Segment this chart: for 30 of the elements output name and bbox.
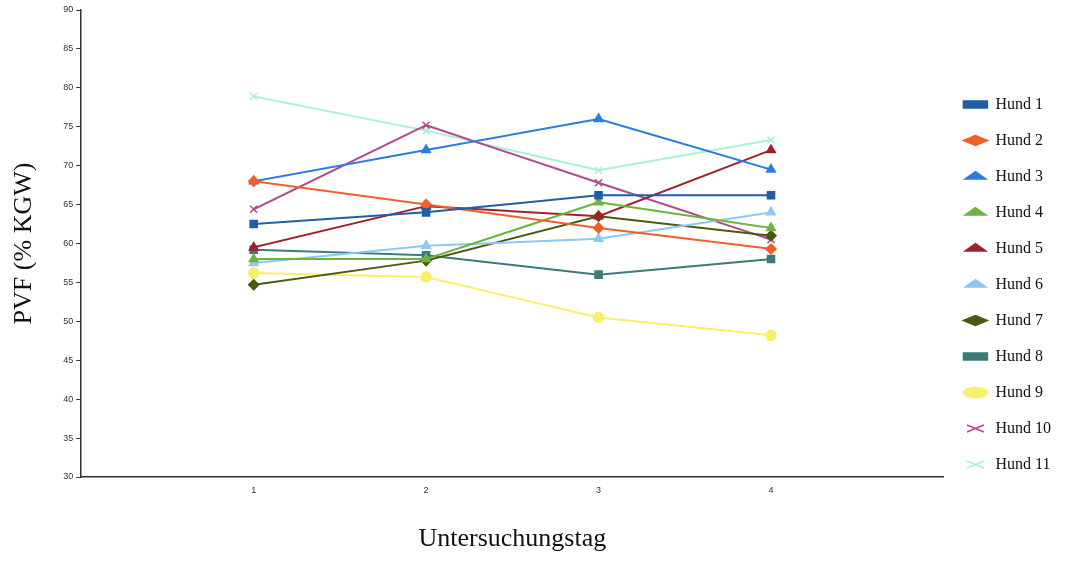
legend-label: Hund 4 <box>995 202 1044 220</box>
legend-label: Hund 2 <box>995 130 1044 148</box>
y-tick-label: 70 <box>63 160 74 171</box>
x-tick-label: 3 <box>596 484 602 495</box>
legend-label: Hund 8 <box>995 346 1044 364</box>
legend-label: Hund 9 <box>995 382 1044 400</box>
legend-label: Hund 1 <box>995 94 1044 112</box>
legend-label: Hund 5 <box>995 238 1044 256</box>
y-tick-label: 75 <box>63 121 74 132</box>
legend-label: Hund 7 <box>995 310 1044 328</box>
y-tick-label: 40 <box>63 393 74 404</box>
y-tick-label: 30 <box>63 471 74 482</box>
y-tick-label: 60 <box>63 237 74 248</box>
legend-label: Hund 6 <box>995 274 1044 292</box>
y-tick-label: 50 <box>63 315 74 326</box>
y-tick-label: 35 <box>63 432 74 443</box>
x-axis-title: Untersuchungstag <box>418 523 607 553</box>
x-tick-label: 4 <box>768 484 774 495</box>
x-tick-label: 1 <box>251 484 257 495</box>
y-tick-label: 90 <box>63 4 74 15</box>
y-tick-label: 55 <box>63 276 74 287</box>
y-tick-label: 80 <box>63 82 74 93</box>
legend-label: Hund 11 <box>995 454 1051 472</box>
y-tick-label: 85 <box>63 43 74 54</box>
y-tick-label: 65 <box>63 199 74 210</box>
y-axis-title: PVF (% KGW) <box>8 162 38 325</box>
legend-label: Hund 3 <box>995 166 1044 184</box>
y-tick-label: 45 <box>63 354 74 365</box>
legend-label: Hund 10 <box>995 418 1052 436</box>
x-tick-label: 2 <box>423 484 429 495</box>
